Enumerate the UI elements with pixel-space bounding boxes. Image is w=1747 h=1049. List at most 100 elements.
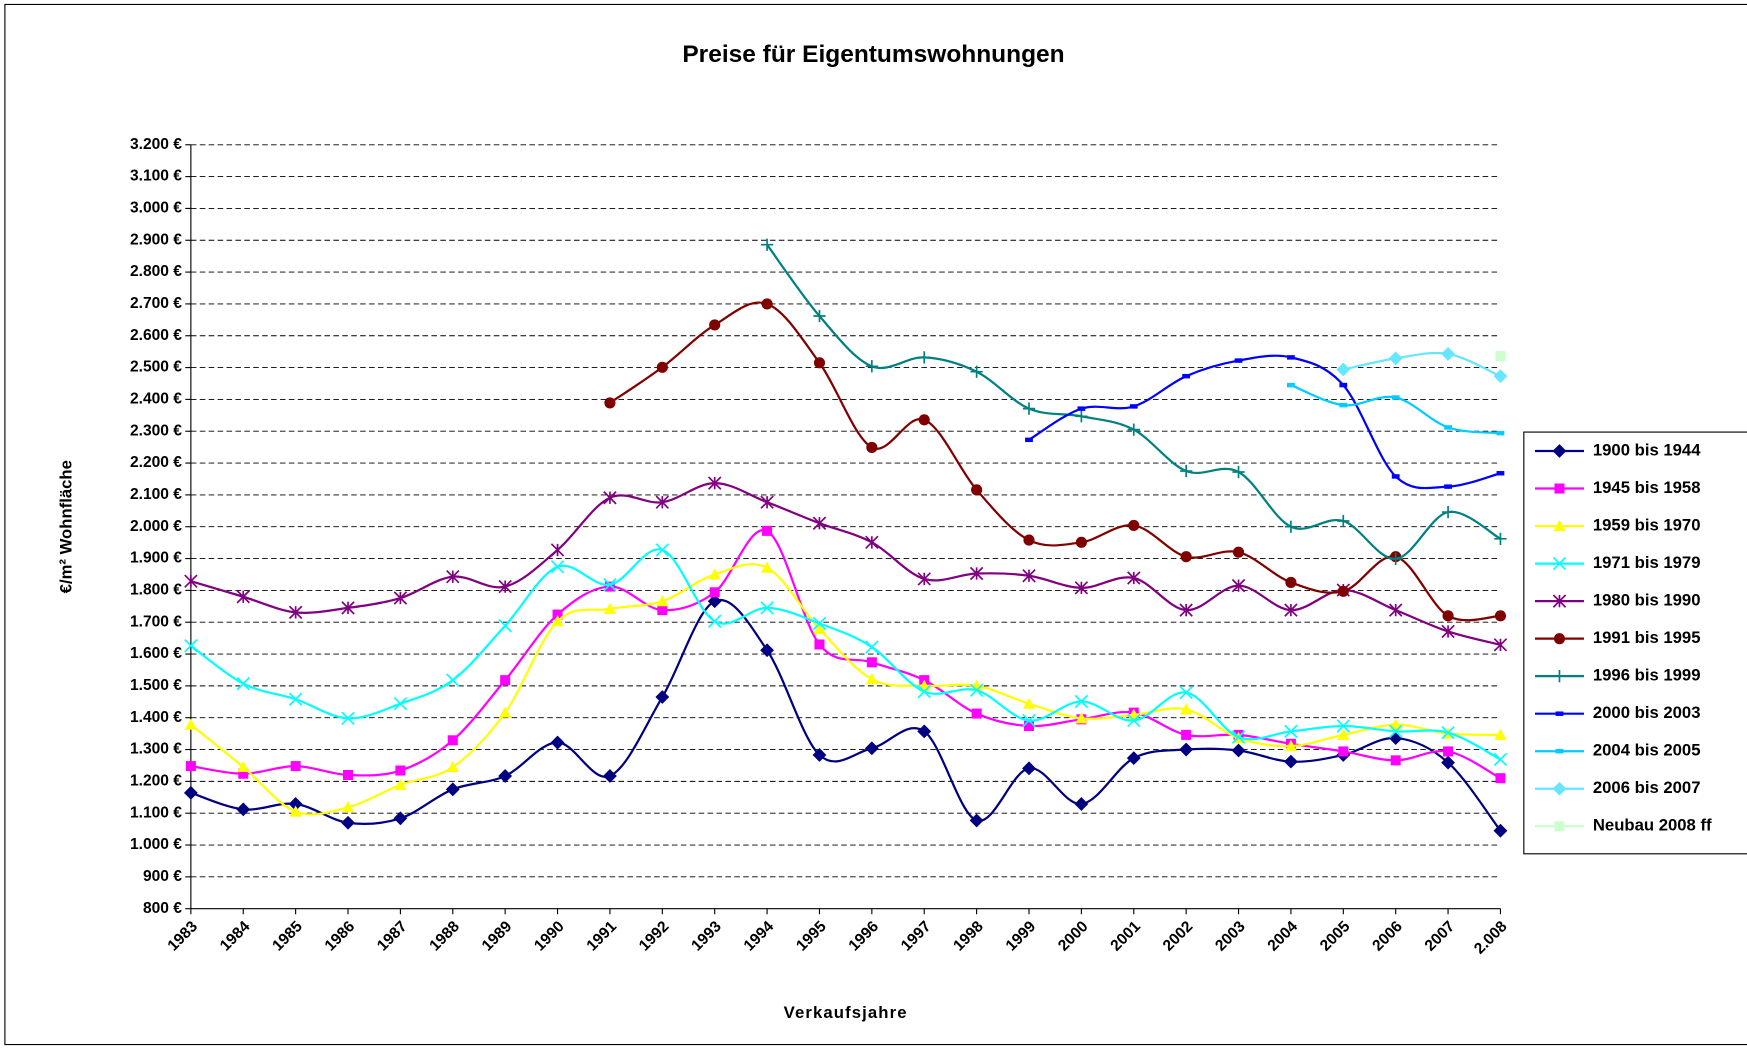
marker (1494, 610, 1507, 622)
marker (1074, 581, 1089, 595)
marker (1388, 724, 1403, 739)
marker (1025, 437, 1033, 443)
marker (1554, 821, 1565, 832)
x-axis-title: Verkaufsjahre (784, 1003, 908, 1022)
marker (1389, 552, 1402, 566)
marker (813, 622, 826, 634)
y-tick-label: 3.000 € (130, 200, 182, 217)
marker (1023, 534, 1035, 546)
marker (1388, 603, 1403, 617)
marker (1553, 633, 1566, 645)
marker (236, 802, 251, 817)
series (184, 543, 1508, 767)
marker (1555, 748, 1564, 754)
marker (1493, 752, 1508, 767)
marker (1337, 585, 1349, 597)
y-tick-label: 1.500 € (130, 677, 182, 694)
marker (341, 711, 355, 726)
chart-frame (4, 3, 1747, 1046)
marker (603, 602, 617, 614)
marker (1336, 719, 1351, 733)
series (1495, 351, 1506, 362)
marker (1388, 351, 1403, 366)
marker (814, 639, 825, 650)
marker (1495, 351, 1506, 362)
marker (1182, 373, 1191, 379)
marker (1075, 536, 1087, 548)
marker (238, 768, 249, 779)
marker (812, 616, 827, 631)
marker (1494, 532, 1507, 545)
marker (1231, 730, 1246, 744)
marker (395, 765, 406, 776)
marker (1285, 576, 1297, 588)
marker (1074, 694, 1089, 709)
y-tick-label: 1.900 € (130, 550, 182, 567)
marker (1552, 556, 1567, 571)
y-tick-label: 1.400 € (130, 709, 182, 726)
marker (1179, 603, 1193, 617)
marker (604, 581, 615, 592)
y-tick-label: 1.300 € (130, 741, 182, 758)
marker (969, 566, 984, 581)
marker (707, 476, 722, 490)
marker (1444, 484, 1452, 489)
marker (969, 813, 984, 828)
marker (762, 525, 773, 536)
marker (1337, 728, 1350, 740)
marker (550, 543, 565, 557)
marker (917, 572, 931, 586)
marker (1493, 823, 1508, 838)
marker (1129, 404, 1138, 409)
marker (708, 568, 721, 580)
marker (1555, 711, 1564, 716)
marker (393, 811, 408, 826)
marker (918, 414, 930, 426)
marker (970, 365, 983, 378)
marker (1391, 474, 1400, 479)
marker (343, 769, 354, 781)
marker (1389, 718, 1402, 730)
marker (1022, 697, 1036, 709)
y-tick-label: 1.000 € (130, 836, 182, 853)
marker (550, 560, 565, 574)
legend-label: 1980 bis 1990 (1593, 591, 1701, 610)
marker (760, 238, 774, 251)
marker (1231, 743, 1246, 758)
marker (760, 601, 774, 615)
series (1336, 346, 1508, 384)
marker (393, 591, 408, 605)
marker (393, 696, 408, 711)
chart-title: Preise für Eigentumswohnungen (682, 41, 1064, 68)
marker (1127, 423, 1140, 436)
y-axis-title: €/m² Wohnfläche (57, 460, 76, 593)
series (184, 476, 1508, 652)
marker (969, 683, 984, 698)
legend-label: 1900 bis 1944 (1593, 440, 1701, 459)
marker (1441, 624, 1455, 639)
marker (657, 605, 668, 616)
marker (1339, 382, 1348, 388)
y-tick-label: 3.100 € (130, 168, 182, 185)
marker (1493, 369, 1508, 384)
marker (1022, 402, 1036, 415)
marker (813, 357, 826, 369)
marker (1552, 444, 1567, 458)
series (185, 525, 1506, 784)
y-tick-label: 1.700 € (130, 613, 182, 630)
marker (446, 569, 460, 584)
marker (1496, 430, 1505, 436)
marker (656, 595, 669, 607)
marker (290, 761, 301, 772)
marker (603, 769, 617, 783)
marker (1554, 483, 1565, 494)
marker (1337, 514, 1350, 528)
series (604, 298, 1507, 622)
marker (1022, 713, 1036, 728)
marker (289, 805, 302, 817)
marker (1390, 755, 1401, 766)
marker (1391, 395, 1400, 400)
marker (1179, 685, 1193, 700)
